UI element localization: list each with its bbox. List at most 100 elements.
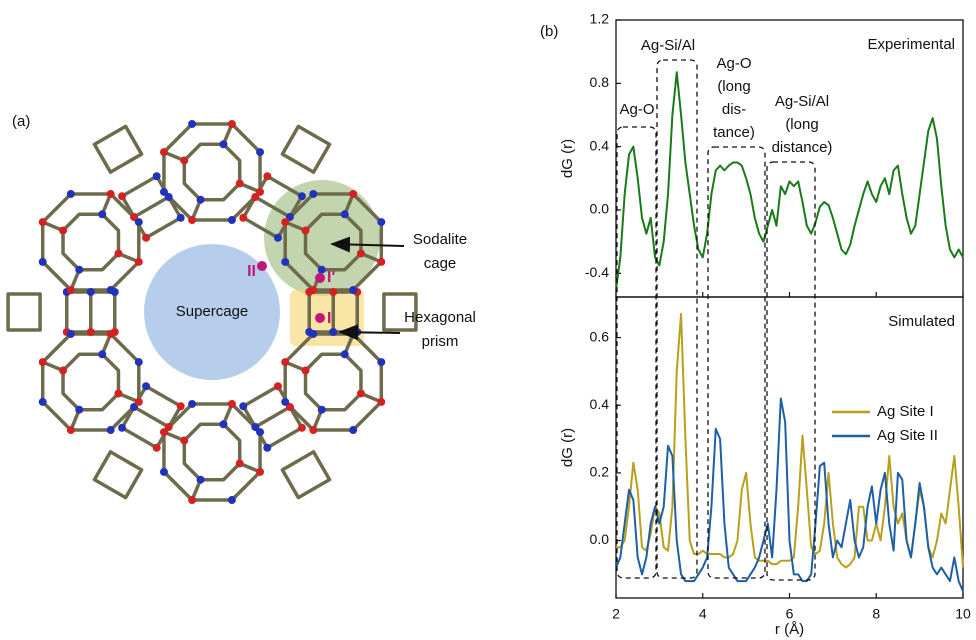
atom <box>285 213 294 221</box>
atom <box>340 210 349 219</box>
range-box <box>656 59 698 579</box>
strut <box>40 332 141 432</box>
outer-prism <box>92 450 144 500</box>
atom <box>377 358 386 367</box>
atom <box>227 119 236 128</box>
annotation: distance) <box>772 139 833 156</box>
atom <box>273 233 282 242</box>
atom <box>377 257 386 266</box>
atom <box>235 179 244 188</box>
atom <box>106 286 115 295</box>
atom <box>317 405 326 414</box>
y-tick-label: 1.2 <box>590 11 610 27</box>
atom <box>134 257 143 266</box>
outer-prism <box>280 124 332 174</box>
atom <box>219 140 228 149</box>
atom <box>340 350 349 359</box>
strut <box>283 332 384 432</box>
atom <box>349 426 358 435</box>
atom <box>59 366 68 375</box>
atom <box>38 358 47 367</box>
atom <box>159 187 168 196</box>
panel-note: Experimental <box>867 36 955 53</box>
atom <box>86 288 95 296</box>
outer-prism <box>6 292 42 332</box>
prism <box>118 382 185 452</box>
annotation: Ag-O <box>716 55 751 72</box>
atom <box>75 265 84 274</box>
prism <box>62 288 119 336</box>
atom <box>349 286 358 295</box>
prism <box>305 288 362 336</box>
atom <box>106 426 115 435</box>
atom <box>159 428 168 437</box>
strut <box>162 402 262 502</box>
atom <box>297 192 306 201</box>
supercage-label: Supercage <box>176 303 249 320</box>
atom <box>75 405 84 414</box>
atom <box>38 257 47 266</box>
atom <box>309 286 318 295</box>
atom <box>98 210 107 219</box>
atom <box>66 329 75 338</box>
prism <box>239 172 306 242</box>
y-tick-label: 0.0 <box>590 201 610 217</box>
strut <box>133 195 170 219</box>
atom <box>38 397 47 406</box>
strut <box>6 292 42 332</box>
atom <box>130 213 139 221</box>
supercage <box>144 244 280 380</box>
atom <box>106 329 115 338</box>
atom <box>281 218 290 227</box>
arrow <box>330 236 405 253</box>
y-tick-label: 0.2 <box>590 464 610 480</box>
atom <box>256 428 265 437</box>
site-label: II <box>247 263 256 280</box>
atom <box>188 119 197 128</box>
strut <box>133 405 170 429</box>
atom <box>235 459 244 468</box>
atom <box>356 389 365 398</box>
atom <box>349 189 358 198</box>
atom <box>356 249 365 258</box>
atom <box>256 467 265 476</box>
pdf-charts: -0.4 0.0 0.4 0.8 1.2 dG (r) Experimental 0.0 0.2… <box>559 11 971 638</box>
atom <box>309 329 318 338</box>
legend-label: Ag Site II <box>877 427 938 444</box>
atom <box>114 389 123 398</box>
site-dot <box>315 313 325 323</box>
atom <box>285 403 294 411</box>
x-tick-label: 4 <box>699 606 707 622</box>
atom <box>180 436 189 445</box>
atom <box>377 397 386 406</box>
range-box <box>766 161 816 581</box>
atom <box>134 218 143 227</box>
site-label: I <box>327 310 331 327</box>
atom <box>377 218 386 227</box>
atom <box>317 265 326 274</box>
strut <box>61 212 121 272</box>
atom <box>263 172 272 181</box>
atom <box>188 496 197 505</box>
atom <box>130 403 139 411</box>
atom <box>263 443 272 452</box>
sodalite-label: Sodalite <box>413 231 467 248</box>
y-tick-label: 0.4 <box>590 137 610 153</box>
annotation: Ag-Si/Al <box>775 93 829 110</box>
annotation: tance) <box>713 124 755 141</box>
sodalite-label: cage <box>424 255 457 272</box>
atom <box>301 366 310 375</box>
atom <box>297 423 306 432</box>
atom <box>227 216 236 225</box>
atom <box>142 233 151 242</box>
atom <box>38 218 47 227</box>
annotation: dis- <box>722 101 746 118</box>
atom <box>256 148 265 157</box>
y-axis-label: dG (r) <box>559 428 576 467</box>
y-axis-label: dG (r) <box>559 139 576 178</box>
diagram-labels: Supercage Sodalite cage Hexagonal prism … <box>176 231 476 350</box>
atom <box>251 193 260 201</box>
annotation: (long <box>717 78 750 95</box>
strut <box>92 124 144 174</box>
atom <box>329 328 338 336</box>
